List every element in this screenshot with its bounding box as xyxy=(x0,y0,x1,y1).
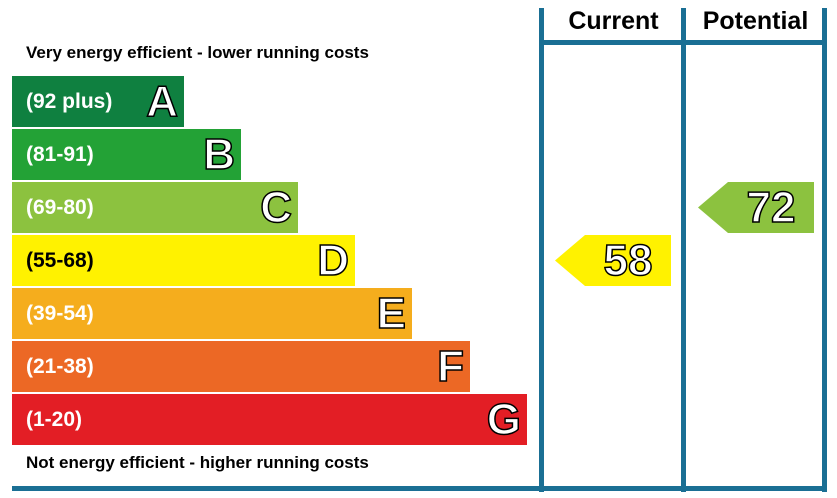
band-g: (1-20) G xyxy=(12,394,527,445)
band-range-label: (1-20) xyxy=(26,408,83,431)
band-range-label: (81-91) xyxy=(26,143,94,166)
band-letter-label: D xyxy=(316,235,349,286)
current-column-header: Current xyxy=(568,7,659,35)
top-caption: Very energy efficient - lower running co… xyxy=(26,43,369,62)
band-range-label: (39-54) xyxy=(26,302,94,325)
band-d: (55-68) D xyxy=(12,235,355,286)
potential-rating-arrow: 72 xyxy=(698,182,814,233)
bottom-caption: Not energy efficient - higher running co… xyxy=(26,453,369,472)
band-b: (81-91) B xyxy=(12,129,241,180)
potential-column-header: Potential xyxy=(702,7,809,35)
band-letter-label: A xyxy=(145,76,178,127)
potential-rating-arrow-polygon xyxy=(698,182,814,233)
band-letter-label: B xyxy=(202,129,235,180)
band-range-label: (21-38) xyxy=(26,355,94,378)
band-range-label: (69-80) xyxy=(26,196,94,219)
current-rating-arrow-polygon xyxy=(555,235,671,286)
potential-rating-arrow-value: 72 xyxy=(746,182,796,233)
frame-right-line xyxy=(822,8,827,492)
potential-rating-arrow-shape xyxy=(698,182,814,233)
frame-left-line xyxy=(539,8,544,492)
band-letter-label: G xyxy=(486,394,522,445)
current-rating-arrow-shape xyxy=(555,235,671,286)
band-letter-label: E xyxy=(376,288,407,339)
band-a: (92 plus) A xyxy=(12,76,184,127)
frame-divider-line xyxy=(681,8,686,492)
band-e: (39-54) E xyxy=(12,288,412,339)
band-c: (69-80) C xyxy=(12,182,298,233)
band-letter-label: F xyxy=(436,341,464,392)
band-range-label: (55-68) xyxy=(26,249,94,272)
frame-header-line xyxy=(539,40,827,45)
band-range-label: (92 plus) xyxy=(26,90,113,113)
current-rating-arrow-value: 58 xyxy=(603,235,653,286)
frame-bottom-line xyxy=(12,486,827,491)
band-letter-label: C xyxy=(259,182,292,233)
current-rating-arrow: 58 xyxy=(555,235,671,286)
band-f: (21-38) F xyxy=(12,341,470,392)
